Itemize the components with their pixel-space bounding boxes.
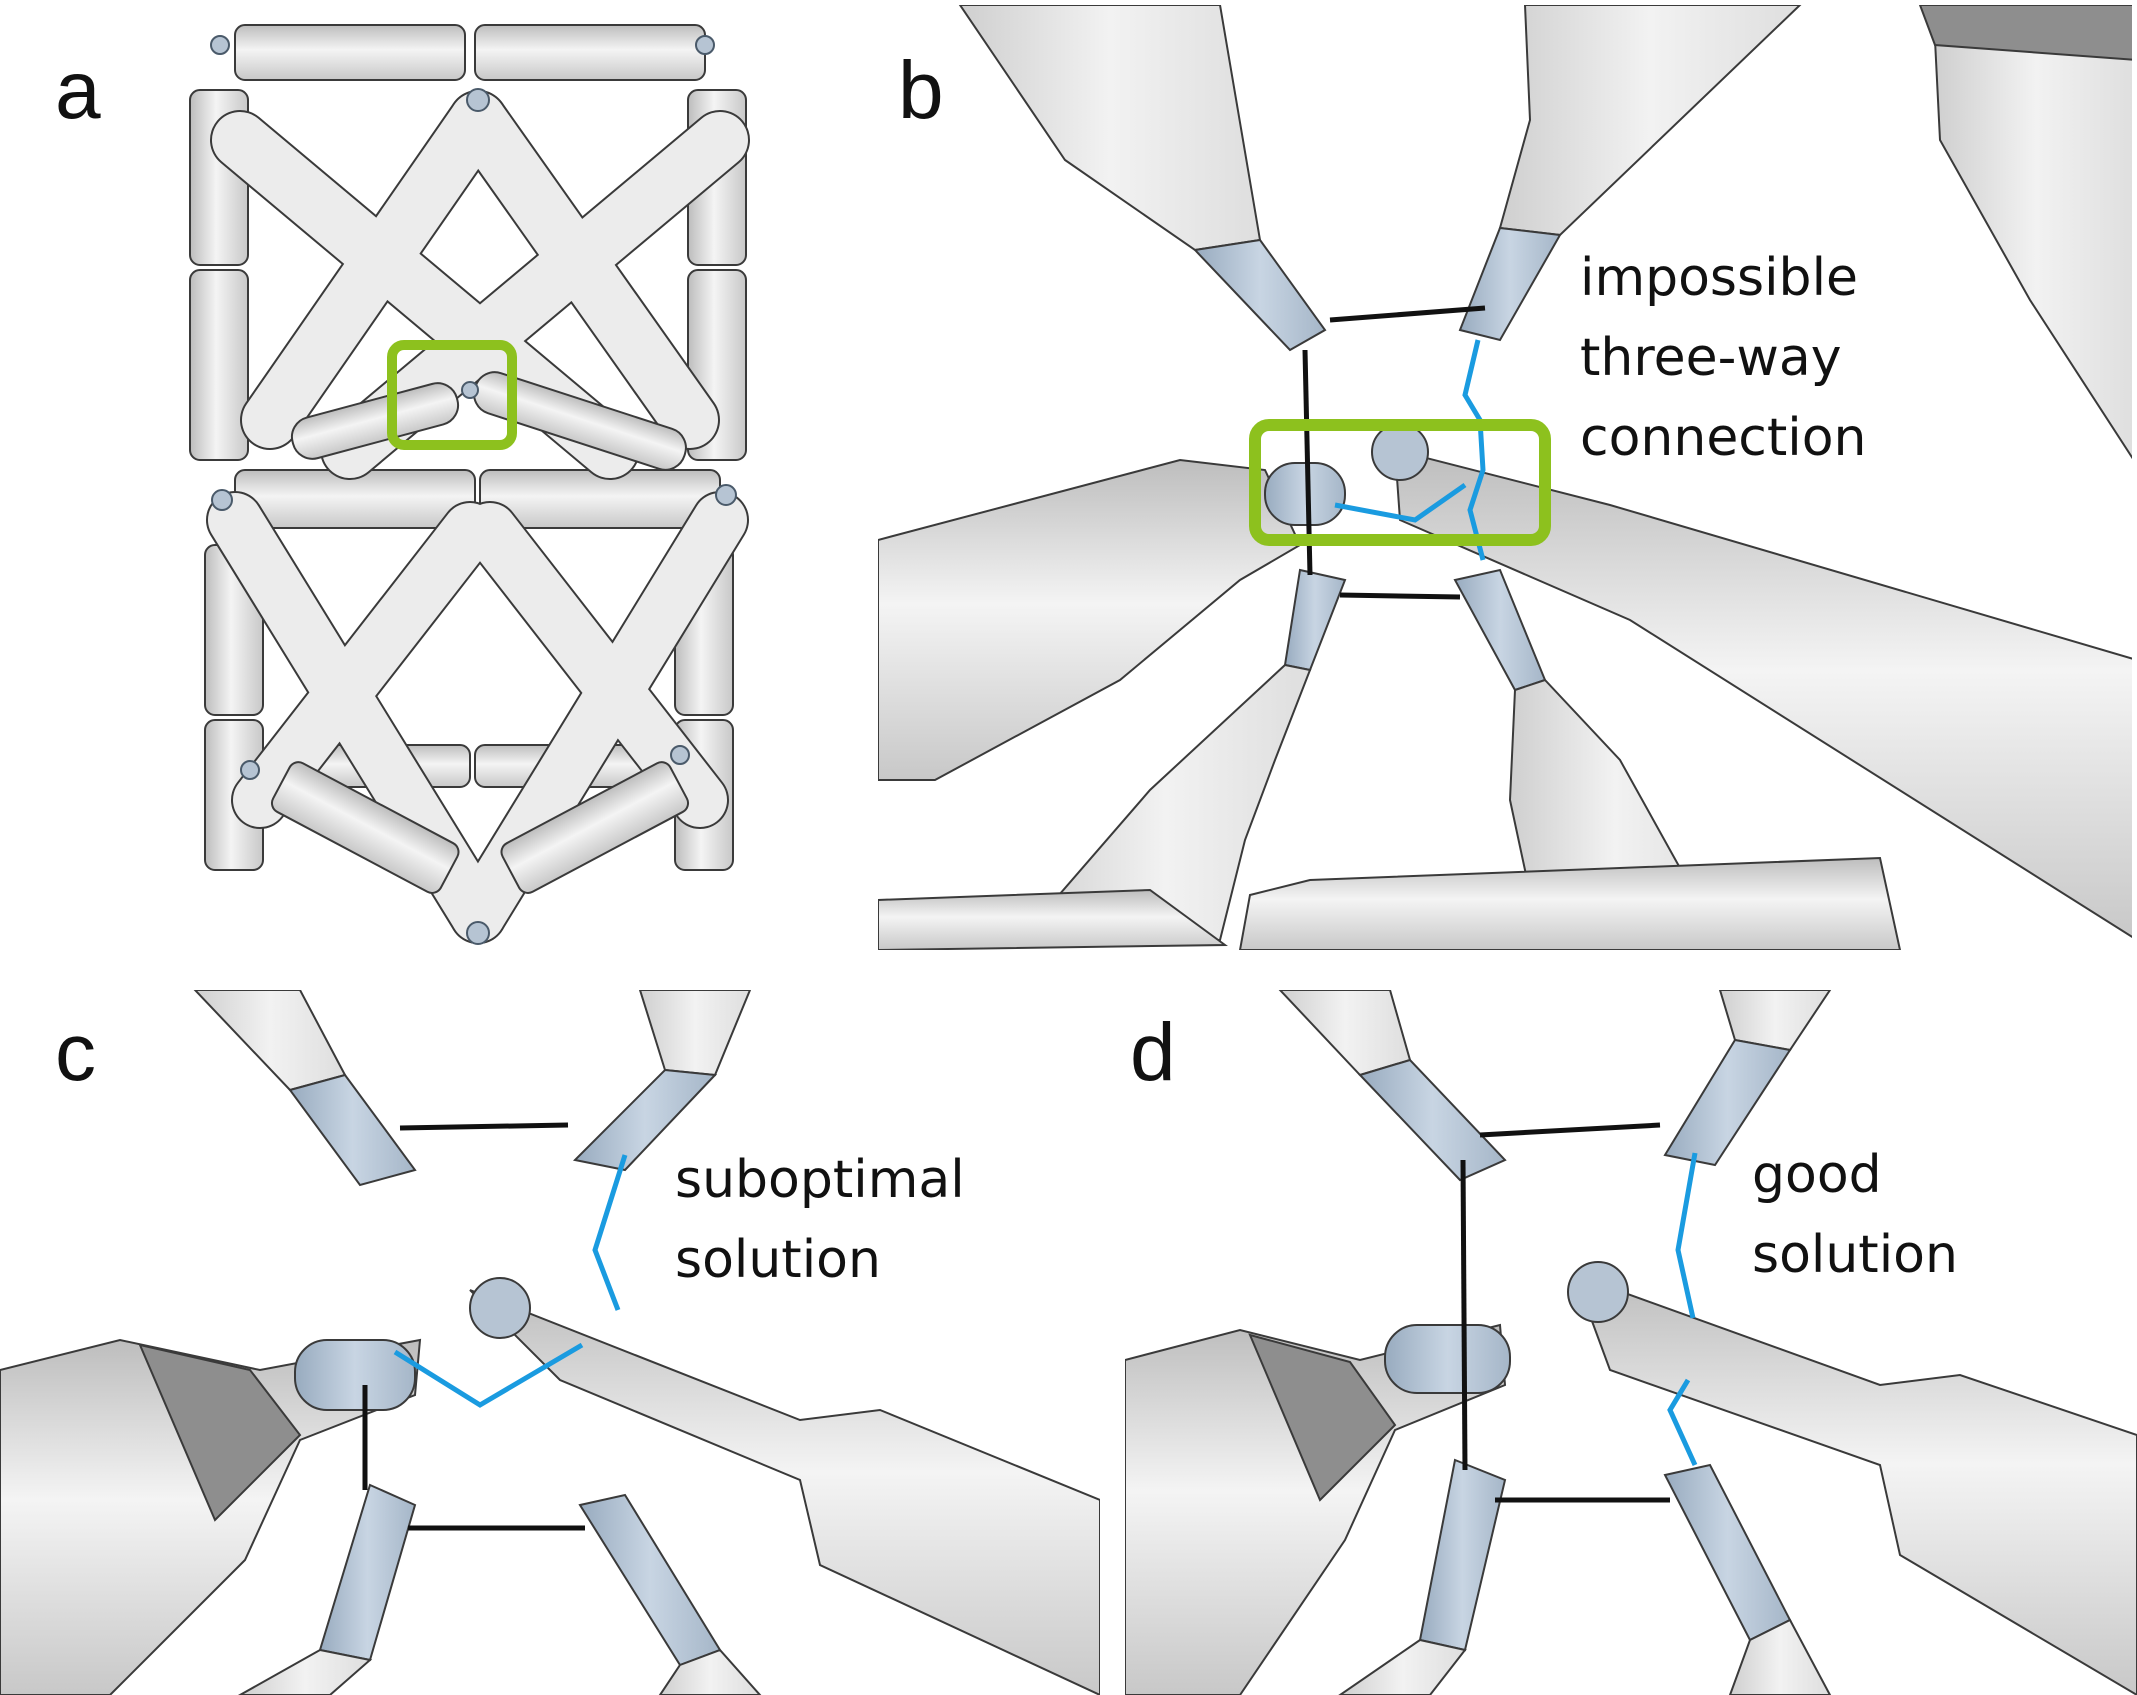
panel-d: d good solution: [1125, 990, 2137, 1695]
rod: [1393, 448, 2132, 939]
cone: [1728, 1618, 1832, 1695]
rod-end: [572, 1068, 718, 1172]
cone: [237, 1648, 373, 1695]
rod-end: [1663, 1463, 1792, 1642]
annotation-line: good: [1752, 1145, 1882, 1205]
panel-c: c suboptimal solution: [0, 990, 1100, 1695]
panel-letter: a: [55, 45, 101, 136]
vertex: [466, 921, 490, 945]
crossover-strand: [592, 1154, 628, 1311]
rod-end: [1418, 1458, 1507, 1652]
rod: [878, 888, 1228, 950]
rod: [1238, 856, 1902, 950]
annotation-line: solution: [675, 1230, 881, 1290]
cone: [1278, 990, 1412, 1077]
highlight-box: [1249, 419, 1551, 546]
vertex: [466, 88, 490, 112]
strand: [1460, 1159, 1468, 1471]
annotation-line: suboptimal: [675, 1150, 965, 1210]
strand: [1329, 305, 1486, 323]
rod-end: [1384, 1324, 1511, 1394]
rod-end: [578, 1493, 722, 1667]
vertex: [670, 745, 690, 765]
rod-end: [1371, 423, 1429, 481]
cone: [658, 1648, 762, 1695]
vertex: [210, 35, 230, 55]
strand: [1479, 1122, 1661, 1138]
crossover-strand: [1667, 1378, 1698, 1467]
annotation-line: impossible: [1580, 248, 1858, 308]
cone: [638, 990, 752, 1077]
crossover-strand: [1334, 482, 1467, 523]
rod-end: [469, 1277, 531, 1339]
rod-end: [1453, 568, 1547, 692]
rod-end: [288, 1073, 417, 1187]
rod: [1573, 1273, 2137, 1695]
vertex: [211, 489, 233, 511]
rod: [1125, 1323, 1507, 1695]
panel-a: a: [55, 24, 750, 945]
rod-end: [1567, 1261, 1629, 1323]
rod-end: [1192, 238, 1327, 352]
panel-letter: c: [55, 1007, 96, 1098]
cone: [1338, 1638, 1467, 1695]
cone-shadow: [138, 1343, 302, 1522]
rod: [1933, 9, 2132, 460]
panel-letter: b: [898, 45, 944, 136]
strand: [1339, 592, 1461, 600]
rod-end: [294, 1339, 416, 1411]
panel-letter: d: [1130, 1007, 1176, 1098]
rod-end: [1264, 462, 1346, 526]
cone: [1017, 663, 1312, 941]
annotation-line: three-way: [1580, 328, 1842, 388]
rod: [1918, 5, 2132, 61]
rod: [878, 458, 1302, 781]
cone: [1498, 5, 1802, 237]
annotation-line: connection: [1580, 408, 1867, 468]
crossover-strand: [393, 1342, 584, 1408]
rod: [189, 269, 249, 461]
rod: [290, 382, 460, 460]
cone: [958, 5, 1262, 252]
rod: [0, 1338, 422, 1695]
crossover-strand: [1675, 1152, 1698, 1319]
vertex: [461, 381, 479, 399]
vertex: [240, 760, 260, 780]
annotation-line: solution: [1752, 1225, 1958, 1285]
highlight-box: [387, 340, 517, 450]
cone-shadow: [1248, 1333, 1397, 1502]
rod: [500, 761, 690, 894]
vertex: [715, 484, 737, 506]
rod: [469, 1289, 1100, 1695]
rod-end: [1458, 226, 1562, 342]
rod-end: [1663, 1038, 1792, 1167]
panel-b: b impossible three-way connection: [878, 5, 2132, 950]
cone: [193, 990, 347, 1092]
rod-end: [1358, 1058, 1507, 1182]
rod: [234, 24, 466, 81]
vertex: [695, 35, 715, 55]
cage-model: [189, 24, 750, 945]
rod: [270, 761, 460, 894]
rod: [474, 24, 706, 81]
crossover-strand: [1462, 339, 1486, 561]
strand: [399, 1122, 569, 1131]
rod-end: [318, 1483, 417, 1662]
rod-end: [1283, 568, 1347, 672]
